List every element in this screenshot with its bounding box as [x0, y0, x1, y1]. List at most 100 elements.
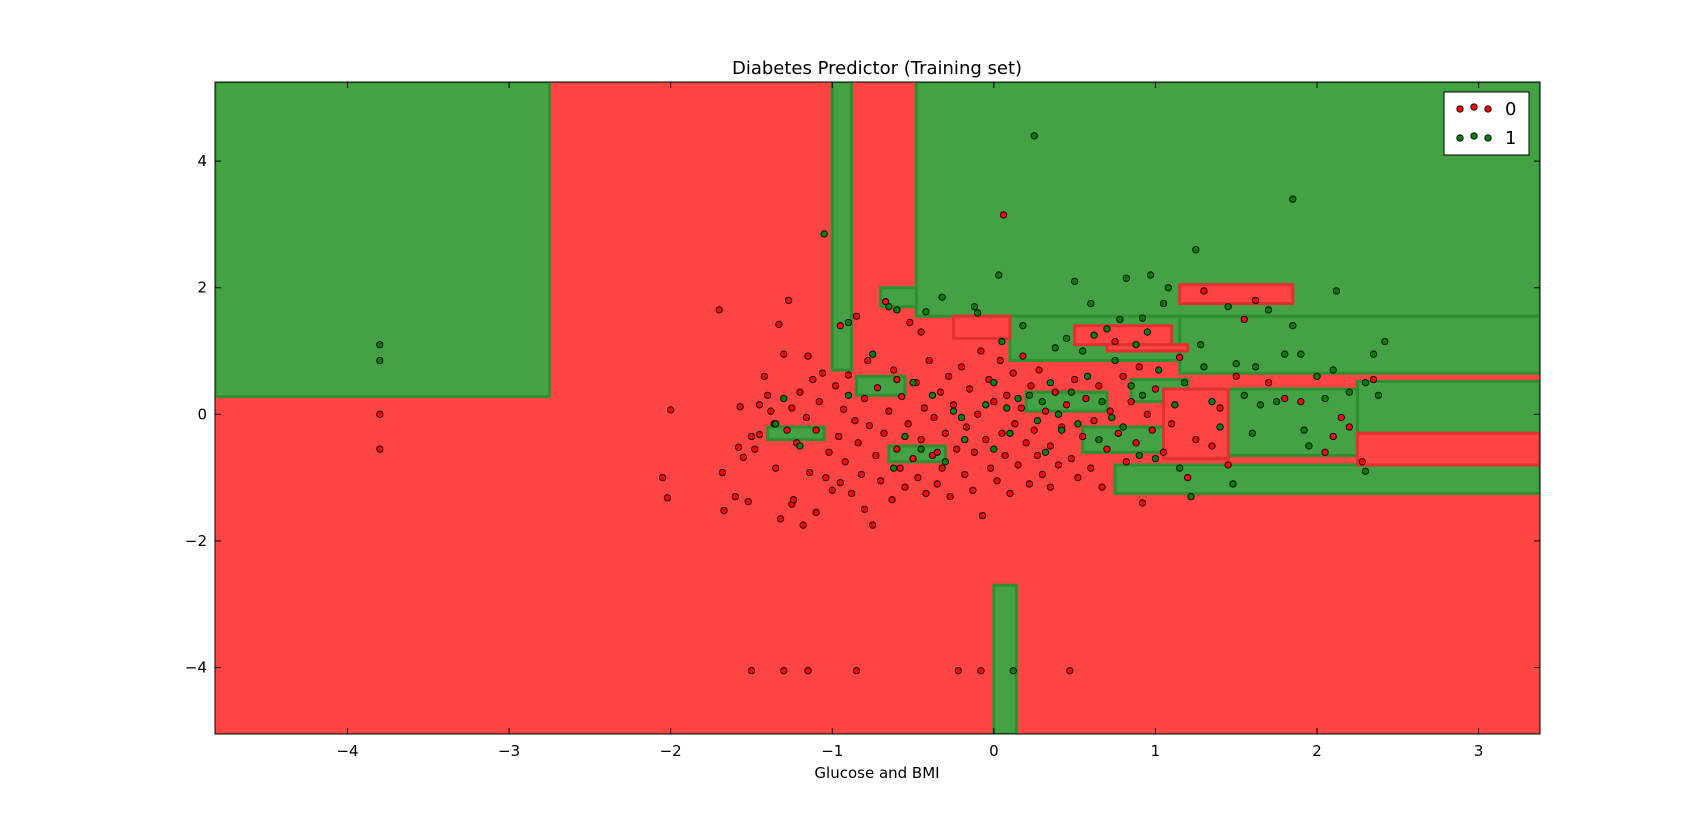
y-tick-label: −2: [185, 532, 207, 550]
data-point-class-0: [860, 505, 869, 513]
data-point-class-1: [1090, 331, 1098, 339]
data-point-class-0: [1135, 363, 1143, 371]
data-point-class-1: [1051, 344, 1059, 352]
data-point-class-0: [944, 372, 953, 380]
data-point-class-0: [936, 388, 945, 396]
chart-title: Diabetes Predictor (Training set): [732, 58, 1022, 79]
data-point-class-0: [835, 432, 843, 441]
data-point-class-0: [1067, 454, 1076, 463]
data-point-class-1: [1369, 350, 1378, 358]
data-point-class-0: [1111, 337, 1119, 346]
data-point-class-0: [1014, 461, 1022, 469]
y-tick-label: 2: [197, 279, 207, 297]
data-point-class-0: [780, 350, 788, 358]
data-point-class-0: [938, 464, 946, 472]
legend-marker: [1470, 132, 1478, 140]
data-point-class-0: [760, 372, 769, 380]
data-point-class-1: [970, 303, 979, 311]
region-class-0: [1355, 431, 1540, 467]
data-point-class-1: [780, 394, 788, 403]
y-tick-label: 0: [197, 405, 207, 423]
data-point-class-1: [1180, 379, 1189, 387]
data-point-class-0: [860, 394, 869, 403]
data-point-class-0: [914, 473, 922, 482]
data-point-class-0: [1106, 407, 1114, 415]
data-point-class-0: [933, 448, 941, 456]
data-point-class-1: [938, 293, 946, 301]
data-point-class-1: [949, 407, 958, 415]
data-point-class-1: [1003, 404, 1011, 412]
data-point-class-1: [1014, 394, 1022, 403]
data-point-class-1: [917, 445, 925, 453]
data-point-class-0: [873, 384, 882, 392]
data-point-class-0: [663, 494, 672, 502]
data-point-class-0: [789, 496, 798, 504]
data-point-class-1: [1321, 394, 1329, 403]
data-point-class-1: [1200, 363, 1208, 371]
data-point-class-0: [1079, 432, 1087, 441]
data-point-class-0: [970, 448, 979, 456]
data-point-class-0: [1046, 442, 1055, 450]
data-point-class-1: [990, 445, 998, 453]
data-point-class-0: [1122, 458, 1130, 466]
data-point-class-0: [1143, 410, 1151, 418]
data-point-class-1: [1297, 350, 1305, 358]
data-point-class-1: [1095, 436, 1103, 444]
data-point-class-0: [1001, 451, 1009, 460]
data-point-class-1: [1345, 388, 1353, 396]
data-point-class-0: [1003, 391, 1011, 399]
data-point-class-1: [820, 230, 828, 238]
x-axis-label: Glucose and BMI: [814, 764, 939, 782]
data-point-class-1: [1087, 299, 1095, 308]
data-point-class-0: [1103, 445, 1111, 453]
data-point-class-0: [954, 667, 962, 675]
data-point-class-0: [376, 410, 384, 418]
data-point-class-1: [376, 341, 384, 349]
plot-area: [215, 82, 1540, 734]
data-point-class-1: [1108, 413, 1116, 422]
data-point-class-0: [1192, 436, 1200, 444]
data-point-class-1: [1256, 401, 1265, 409]
data-point-class-0: [865, 422, 874, 430]
data-point-class-1: [1272, 398, 1281, 406]
data-point-class-1: [1006, 429, 1014, 437]
data-point-class-0: [847, 489, 856, 498]
data-point-class-0: [896, 464, 904, 472]
data-point-class-1: [1159, 299, 1168, 308]
data-point-class-1: [1313, 372, 1321, 380]
data-point-class-0: [999, 211, 1008, 219]
data-point-class-0: [930, 413, 938, 422]
data-point-class-0: [1090, 417, 1098, 425]
decision-regions: [215, 82, 1540, 734]
region-class-1: [830, 82, 854, 372]
data-point-class-0: [658, 473, 667, 482]
data-point-class-0: [901, 483, 909, 491]
data-point-class-1: [1138, 391, 1147, 399]
data-point-class-0: [804, 667, 812, 675]
data-point-class-0: [841, 458, 849, 466]
data-point-class-0: [1022, 439, 1030, 447]
data-point-class-1: [1171, 401, 1179, 409]
data-point-class-0: [1062, 401, 1071, 409]
data-point-class-0: [906, 318, 914, 327]
data-point-class-0: [755, 401, 764, 409]
data-point-class-0: [1200, 287, 1208, 295]
data-point-class-1: [1127, 382, 1135, 390]
data-point-class-0: [784, 296, 793, 305]
data-point-class-0: [1297, 398, 1305, 406]
data-point-class-1: [1361, 379, 1370, 387]
data-point-class-0: [1098, 483, 1106, 491]
data-point-class-1: [1300, 426, 1308, 434]
data-point-class-0: [880, 429, 888, 437]
data-point-class-1: [1289, 195, 1297, 203]
data-point-class-1: [957, 413, 966, 422]
data-point-class-0: [772, 464, 780, 472]
data-point-class-0: [1027, 382, 1035, 390]
data-point-class-0: [1264, 379, 1273, 387]
data-point-class-0: [739, 453, 748, 462]
region-class-1: [854, 374, 907, 397]
data-point-class-0: [917, 328, 925, 336]
data-point-class-1: [1240, 391, 1248, 399]
data-point-class-1: [1116, 315, 1124, 324]
